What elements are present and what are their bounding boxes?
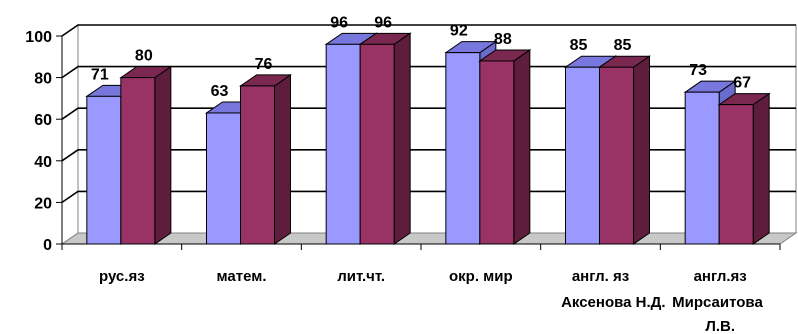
gridline (61, 149, 796, 162)
x-tick-label-5-line2: Мирсаитова (672, 294, 763, 311)
bar-series2-3 (478, 49, 532, 245)
x-tick-label-0: рус.яз (99, 268, 145, 285)
data-label-series1-4: 85 (570, 37, 588, 54)
gridline (61, 24, 796, 37)
gridlines (61, 24, 796, 204)
bar-series2-1 (238, 73, 293, 245)
x-axis: рус.яз матем. лит.чт. окр. мир англ. яз англ.… (61, 243, 781, 334)
gridline (61, 65, 796, 79)
y-tick-label: 40 (34, 154, 52, 171)
x-tick-label-5-line3: Л.В. (705, 318, 735, 334)
x-tick-label-5: англ.яз (694, 268, 747, 285)
data-label-series2-2: 96 (374, 14, 392, 31)
data-label-series2-0: 80 (135, 48, 153, 65)
bar-series2-4 (597, 55, 652, 245)
x-tick-label-4: англ. яз (572, 268, 629, 285)
data-labels: 71 80 63 76 96 96 92 88 85 85 73 67 (91, 14, 751, 100)
data-label-series2-4: 85 (614, 37, 632, 54)
gridline (61, 107, 796, 120)
y-axis: 0 20 40 60 80 100 (25, 29, 63, 254)
y-tick-label: 80 (34, 71, 52, 88)
y-tick-label: 20 (34, 195, 52, 212)
side-wall (61, 24, 79, 245)
x-tick-label-2: лит.чт. (337, 268, 385, 285)
bar-series2-0 (119, 65, 173, 245)
back-wall (77, 24, 797, 234)
y-tick-label: 60 (34, 112, 52, 129)
x-tick-label-1: матем. (217, 268, 267, 285)
y-tick-label: 100 (25, 29, 52, 46)
x-tick-label-3: окр. мир (449, 268, 513, 285)
x-tick-label-4-line2: Аксенова Н.Д. (561, 294, 665, 311)
data-label-series1-1: 63 (211, 83, 229, 100)
bar-series2-2 (358, 32, 412, 245)
data-label-series1-5: 73 (689, 62, 707, 79)
bar-series2-5 (717, 92, 771, 245)
data-label-series2-1: 76 (255, 56, 273, 73)
data-label-series1-0: 71 (91, 66, 109, 83)
gridline (61, 190, 796, 204)
data-label-series1-3: 92 (450, 23, 468, 40)
y-tick-label: 0 (43, 237, 52, 254)
data-label-series2-5: 67 (733, 75, 751, 92)
bars (85, 32, 771, 245)
data-label-series2-3: 88 (494, 31, 512, 48)
chart-walls (60, 24, 798, 245)
data-label-series1-2: 96 (330, 14, 348, 31)
